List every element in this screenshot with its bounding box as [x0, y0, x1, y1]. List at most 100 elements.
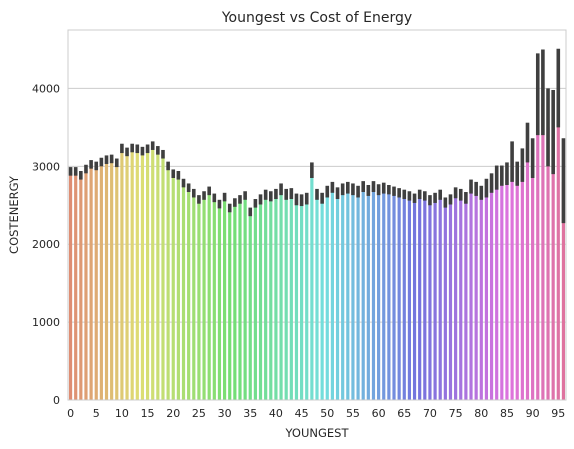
error-bars-group [68, 48, 566, 224]
bar [412, 198, 417, 400]
y-tick-label: 4000 [32, 82, 60, 95]
bar [217, 204, 222, 400]
bar [207, 191, 211, 400]
x-tick-label: 0 [67, 407, 74, 420]
bar [536, 94, 540, 400]
bar [541, 104, 545, 400]
bar [515, 174, 519, 400]
bar [294, 199, 299, 400]
bars-group [68, 80, 566, 401]
bar [269, 196, 273, 400]
x-tick-label: 30 [218, 407, 232, 420]
bar [181, 183, 186, 400]
bar [284, 194, 288, 400]
bar [474, 188, 478, 400]
bar [120, 149, 124, 400]
bar [187, 188, 191, 400]
x-tick-label: 15 [141, 407, 155, 420]
bar [212, 198, 216, 400]
bar [520, 164, 524, 400]
bar [110, 159, 114, 400]
bar [479, 192, 483, 400]
bar [238, 199, 242, 400]
bar [300, 200, 304, 400]
bar [74, 171, 78, 400]
y-tick-label: 0 [53, 394, 60, 407]
bar [433, 198, 437, 400]
bar [135, 149, 139, 400]
bar [561, 181, 566, 400]
bar [171, 174, 175, 400]
y-tick-labels: 0 1000 2000 3000 4000 [32, 82, 60, 407]
x-tick-label: 80 [474, 407, 488, 420]
bar [94, 166, 98, 400]
x-tick-label: 25 [192, 407, 206, 420]
bar [377, 189, 381, 400]
bar [305, 199, 309, 400]
bar [341, 189, 345, 400]
x-tick-label: 65 [397, 407, 411, 420]
bar [495, 177, 499, 400]
x-tick-label: 60 [372, 407, 386, 420]
bar [525, 142, 530, 400]
bar [418, 194, 422, 400]
x-axis-label: YOUNGEST [285, 426, 350, 440]
bar [361, 186, 365, 400]
x-tick-label: 35 [243, 407, 257, 420]
bar [310, 170, 314, 400]
bar [397, 192, 401, 400]
bar [125, 152, 129, 400]
bar [387, 189, 391, 400]
bar [346, 188, 350, 400]
bar [320, 198, 324, 400]
x-tick-label: 40 [269, 407, 283, 420]
x-tick-label: 50 [320, 407, 334, 420]
bar [279, 189, 283, 400]
bar [315, 194, 319, 400]
bar [531, 158, 535, 400]
bar [130, 148, 134, 400]
bar [145, 149, 150, 400]
x-tick-labels: 0 5 10 15 20 25 30 35 40 45 50 55 60 65 70 75 80 85 90 95 [67, 407, 565, 420]
bar [253, 203, 257, 400]
bar [156, 150, 160, 400]
bar [79, 175, 83, 400]
bar [428, 200, 432, 400]
x-tick-label: 85 [500, 407, 514, 420]
bar [243, 195, 247, 400]
bar [115, 163, 119, 400]
bar [371, 186, 376, 400]
y-tick-label: 3000 [32, 160, 60, 173]
bar [448, 199, 453, 400]
x-tick-label: 75 [449, 407, 463, 420]
plot-frame [67, 29, 567, 401]
bar [464, 198, 468, 400]
bar [264, 195, 268, 400]
bar [325, 192, 329, 400]
bar [407, 195, 412, 400]
bar [99, 162, 103, 400]
x-tick-label: 5 [93, 407, 100, 420]
bar [556, 80, 560, 400]
x-tick-label: 90 [526, 407, 540, 420]
bar [68, 171, 73, 400]
bar [402, 194, 406, 400]
bar [454, 192, 458, 400]
bar [89, 164, 93, 400]
bar [197, 199, 201, 400]
bar [392, 191, 396, 400]
bar [248, 212, 252, 400]
bar [233, 202, 237, 400]
bar [192, 193, 196, 400]
bar [104, 160, 109, 400]
bar [500, 174, 504, 400]
bar [505, 173, 509, 400]
bar [166, 166, 170, 400]
bar [330, 187, 334, 400]
y-tick-label: 2000 [32, 238, 60, 251]
bar [202, 195, 206, 400]
bar [351, 189, 355, 400]
bar [335, 193, 340, 400]
bar [222, 197, 227, 400]
